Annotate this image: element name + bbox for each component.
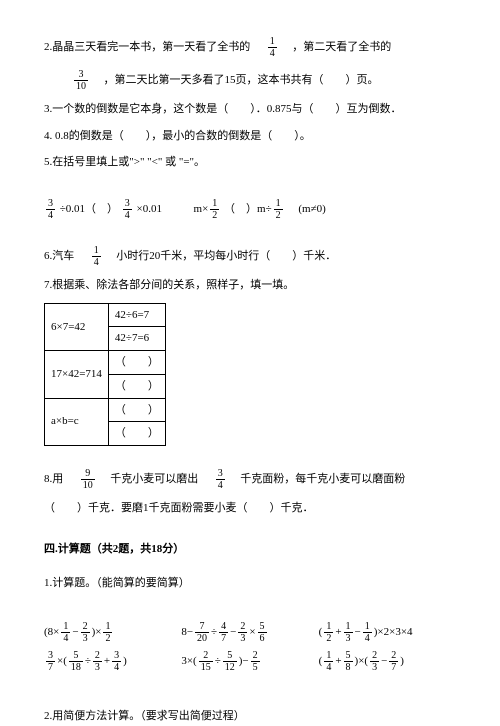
calc-row-1: (8×14−23)×12 8−720÷47−23×56 (12+13−14)×2… bbox=[44, 621, 456, 644]
fraction: 12 bbox=[210, 198, 219, 221]
question-4: 4. 0.8的倒数是（ ），最小的合数的倒数是（ ）。 bbox=[44, 127, 456, 146]
question-3: 3.一个数的倒数是它本身，这个数是（ ）．0.875与（ ）互为倒数． bbox=[44, 100, 456, 119]
fraction: 14 bbox=[268, 36, 277, 59]
question-5: 5.在括号里填上或">" "<" 或 "="。 bbox=[44, 153, 456, 172]
question-2-line1: 2.晶晶三天看完一本书，第一天看了全书的 14 ，第二天看了全书的 bbox=[44, 36, 456, 59]
question-2-line2: 310 ，第二天比第一天多看了15页，这本书共有（ ）页。 bbox=[44, 69, 456, 92]
expr-2c: (14+58)×(23−27) bbox=[319, 650, 456, 673]
table-cell: a×b=c bbox=[45, 398, 109, 445]
expr-2b: 3×(215÷512)−25 bbox=[181, 650, 318, 673]
expr-2a: 37×(518÷23+34) bbox=[44, 650, 181, 673]
q2-text-pre: 2.晶晶三天看完一本书，第一天看了全书的 bbox=[44, 41, 250, 53]
table-cell: 42÷7=6 bbox=[108, 327, 165, 351]
fraction: 14 bbox=[92, 245, 101, 268]
q5-expressions: 34 ÷0.01（ ） 34 ×0.01 m×12 （ ）m÷12 (m≠0) bbox=[44, 198, 456, 221]
table-cell: 42÷6=7 bbox=[108, 303, 165, 327]
calc-row-2: 37×(518÷23+34) 3×(215÷512)−25 (14+58)×(2… bbox=[44, 650, 456, 673]
expr-1b: 8−720÷47−23×56 bbox=[181, 621, 318, 644]
calc-1-title: 1.计算题。（能简算的要简算） bbox=[44, 574, 456, 593]
table-cell: （ ） bbox=[108, 398, 165, 422]
table-cell: （ ） bbox=[108, 422, 165, 446]
expr-1a: (8×14−23)×12 bbox=[44, 621, 181, 644]
table-cell: （ ） bbox=[108, 374, 165, 398]
expr-1c: (12+13−14)×2×3×4 bbox=[319, 621, 456, 644]
fraction: 34 bbox=[46, 198, 55, 221]
q2-part2: ，第二天比第一天多看了15页，这本书共有（ ）页。 bbox=[104, 74, 379, 86]
fraction: 34 bbox=[216, 468, 225, 491]
question-8-line1: 8.用 910 千克小麦可以磨出 34 千克面粉，每千克小麦可以磨面粉 bbox=[44, 468, 456, 491]
q2-text-post: ，第二天看了全书的 bbox=[292, 41, 391, 53]
question-7: 7.根据乘、除法各部分间的关系，照样子，填一填。 bbox=[44, 276, 456, 295]
table-cell: 17×42=714 bbox=[45, 351, 109, 398]
relation-table: 6×7=4242÷6=7 42÷7=6 17×42=714（ ） （ ） a×b… bbox=[44, 303, 166, 446]
section-4-title: 四.计算题（共2题，共18分） bbox=[44, 540, 456, 559]
table-cell: 6×7=42 bbox=[45, 303, 109, 350]
question-8-line2: （ ）千克．要磨1千克面粉需要小麦（ ）千克． bbox=[44, 499, 456, 518]
question-6: 6.汽车 14 小时行20千米，平均每小时行（ ）千米． bbox=[44, 245, 456, 268]
fraction: 910 bbox=[81, 468, 95, 491]
fraction: 12 bbox=[274, 198, 283, 221]
calc-2-title: 2.用简便方法计算。（要求写出简便过程） bbox=[44, 707, 456, 726]
table-cell: （ ） bbox=[108, 351, 165, 375]
fraction: 310 bbox=[74, 69, 88, 92]
fraction: 34 bbox=[123, 198, 132, 221]
